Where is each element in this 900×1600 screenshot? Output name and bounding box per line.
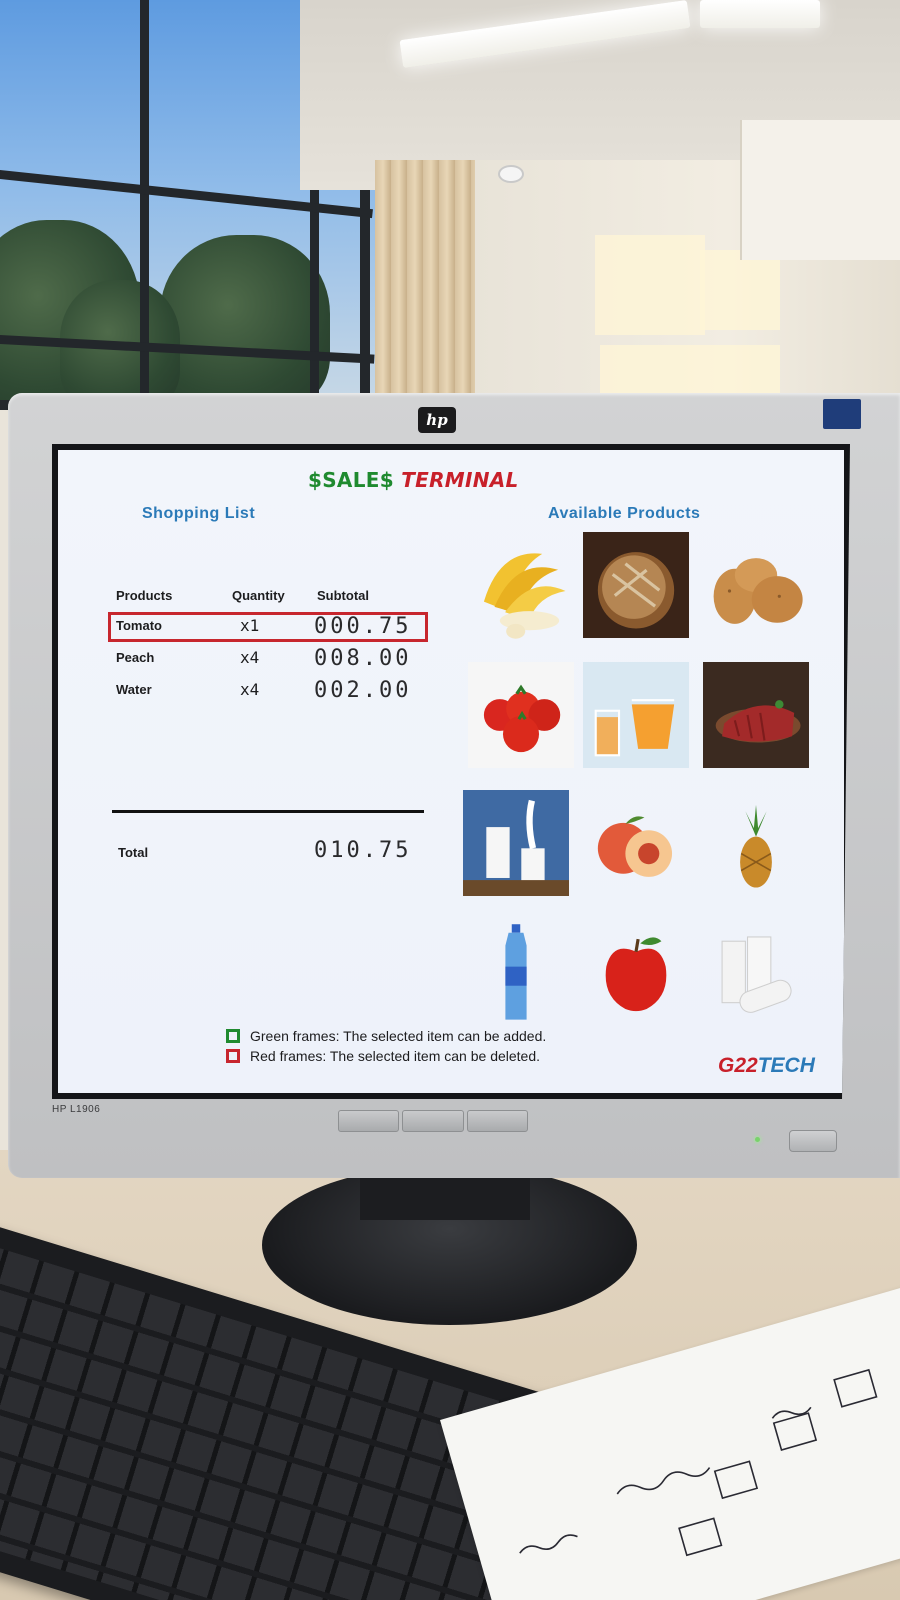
handwriting-scribbles bbox=[519, 1368, 878, 1557]
product-potato[interactable] bbox=[703, 538, 809, 644]
potato-icon bbox=[713, 558, 803, 624]
tomato-icon bbox=[483, 684, 561, 753]
water-bottle-icon bbox=[505, 924, 527, 1020]
row-subtotal: 002.00 bbox=[314, 678, 412, 703]
red-frame-swatch bbox=[226, 1049, 240, 1063]
monitor-screen: $SALE$ TERMINAL Shopping List Available … bbox=[52, 444, 850, 1099]
app-title: $SALE$ TERMINAL bbox=[308, 468, 519, 492]
legend: Green frames: The selected item can be a… bbox=[226, 1026, 546, 1066]
product-meat[interactable] bbox=[703, 662, 809, 768]
total-value: 010.75 bbox=[314, 838, 412, 863]
legend-red-text: Red frames: The selected item can be del… bbox=[250, 1048, 541, 1064]
row-quantity: x4 bbox=[240, 680, 260, 699]
green-frame-swatch bbox=[226, 1029, 240, 1043]
product-juice[interactable] bbox=[583, 662, 689, 768]
peach-icon bbox=[597, 816, 673, 877]
product-bread[interactable] bbox=[583, 532, 689, 638]
product-tomato[interactable] bbox=[468, 662, 574, 768]
ceiling-light bbox=[700, 0, 820, 28]
column-header-subtotal: Subtotal bbox=[317, 588, 369, 603]
product-banana[interactable] bbox=[468, 538, 574, 644]
sales-terminal-app: $SALE$ TERMINAL Shopping List Available … bbox=[58, 450, 844, 1093]
handwritten-note bbox=[440, 1276, 900, 1600]
pineapple-icon bbox=[740, 804, 772, 888]
footer-logo-part-a: G22 bbox=[718, 1054, 758, 1077]
row-product-name: Water bbox=[116, 682, 152, 697]
paper-towel-icon bbox=[721, 936, 792, 1013]
shopping-list-heading: Shopping List bbox=[142, 505, 256, 522]
column-header-quantity: Quantity bbox=[232, 588, 285, 603]
available-products-heading: Available Products bbox=[548, 505, 701, 522]
row-subtotal: 008.00 bbox=[314, 646, 412, 671]
product-apple[interactable] bbox=[583, 920, 689, 1026]
row-product-name: Peach bbox=[116, 650, 155, 665]
energy-badge-icon bbox=[823, 399, 861, 429]
product-pineapple[interactable] bbox=[703, 790, 809, 896]
power-led-icon bbox=[755, 1137, 760, 1142]
row-subtotal: 000.75 bbox=[314, 614, 412, 639]
shopping-list-row-selected[interactable]: Tomato x1 000.75 bbox=[108, 612, 428, 642]
shopping-list-row[interactable]: Water x4 002.00 bbox=[108, 676, 428, 706]
total-label: Total bbox=[118, 845, 149, 860]
milk-icon bbox=[463, 799, 569, 896]
product-peach[interactable] bbox=[583, 790, 689, 896]
footer-logo-part-b: TECH bbox=[757, 1054, 815, 1077]
apple-icon bbox=[605, 937, 667, 1012]
footer-logo: G22TECH bbox=[718, 1054, 815, 1078]
security-camera-icon bbox=[498, 165, 524, 183]
product-water[interactable] bbox=[463, 920, 569, 1026]
monitor-button-1[interactable] bbox=[338, 1110, 400, 1132]
bread-icon bbox=[597, 552, 675, 629]
app-title-suffix: TERMINAL bbox=[401, 468, 519, 492]
legend-green-text: Green frames: The selected item can be a… bbox=[250, 1028, 547, 1044]
legend-green: Green frames: The selected item can be a… bbox=[226, 1026, 546, 1046]
hp-logo: hp bbox=[418, 407, 456, 433]
row-quantity: x1 bbox=[240, 616, 260, 635]
app-brand: $SALE$ bbox=[308, 468, 394, 492]
legend-red: Red frames: The selected item can be del… bbox=[226, 1046, 546, 1066]
curtain bbox=[375, 160, 475, 410]
shopping-list-row[interactable]: Peach x4 008.00 bbox=[108, 644, 428, 674]
total-divider bbox=[112, 810, 424, 813]
row-product-name: Tomato bbox=[116, 618, 162, 633]
monitor-model-label: HP L1906 bbox=[52, 1104, 101, 1115]
monitor-button-3[interactable] bbox=[466, 1110, 528, 1132]
product-paper-towel[interactable] bbox=[703, 920, 809, 1026]
product-milk[interactable] bbox=[463, 790, 569, 896]
juice-icon bbox=[594, 699, 675, 757]
monitor-menu-buttons[interactable] bbox=[338, 1110, 528, 1132]
monitor-power-button[interactable] bbox=[789, 1130, 837, 1152]
wall-panel bbox=[740, 120, 900, 260]
monitor-button-2[interactable] bbox=[402, 1110, 464, 1132]
banana-icon bbox=[483, 553, 566, 639]
row-quantity: x4 bbox=[240, 648, 260, 667]
column-header-products: Products bbox=[116, 588, 173, 603]
meat-icon bbox=[715, 700, 801, 743]
